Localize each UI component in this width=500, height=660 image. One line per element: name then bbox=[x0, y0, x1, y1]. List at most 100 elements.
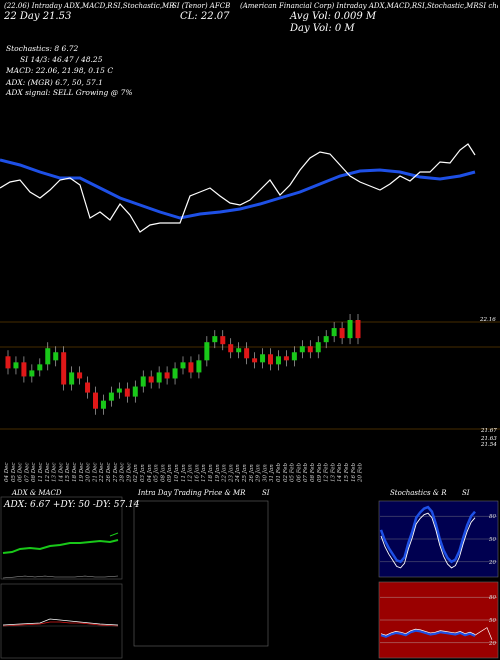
x-tick-label: 02 Jan bbox=[133, 464, 139, 482]
intraday-si-label: SI bbox=[262, 489, 270, 497]
moving-average-line bbox=[0, 158, 476, 220]
x-tick-label: 08 Feb bbox=[310, 462, 316, 482]
x-tick-label: 11 Jan bbox=[181, 464, 187, 482]
x-tick-label: 06 Dec bbox=[18, 463, 24, 483]
intraday-title: Intra Day Trading Price & MR bbox=[138, 489, 246, 497]
x-tick-label: 04 Jan bbox=[147, 464, 153, 482]
candle-body bbox=[116, 388, 122, 393]
close-price: CL: 22.07 bbox=[180, 11, 230, 22]
candle-body bbox=[164, 372, 170, 379]
candle-body bbox=[307, 346, 313, 353]
x-tick-label: 18 Jan bbox=[208, 464, 214, 482]
x-tick-label: 14 Feb bbox=[337, 462, 343, 482]
candle-body bbox=[5, 356, 11, 369]
candle-body bbox=[212, 336, 218, 343]
candle-body bbox=[268, 354, 273, 365]
x-tick-label: 11 Dec bbox=[38, 463, 44, 483]
macd-signal-line bbox=[2, 621, 119, 627]
x-tick-label: 08 Dec bbox=[31, 463, 37, 483]
x-tick-label: 12 Feb bbox=[324, 462, 330, 482]
price-trend-line bbox=[0, 143, 476, 233]
candle-body bbox=[299, 346, 305, 353]
x-tick-label: 07 Feb bbox=[303, 462, 309, 482]
candle-body bbox=[315, 342, 321, 353]
header-indicators: SI,Stochastic,MR bbox=[113, 2, 175, 10]
x-tick-label: 26 Jan bbox=[249, 464, 255, 483]
rsi-level-label: 50 bbox=[489, 618, 496, 624]
x-tick-label: 14 Dec bbox=[58, 463, 64, 483]
x-tick-label: 12 Jan bbox=[188, 464, 194, 482]
candle-body bbox=[124, 388, 130, 397]
x-tick-label: 19 Dec bbox=[79, 463, 85, 483]
stochastics-value: Stochastics: 8 6.72 bbox=[6, 44, 79, 53]
x-tick-label: 29 Dec bbox=[126, 463, 132, 484]
day-volume: Day Vol: 0 M bbox=[290, 23, 355, 34]
candle-body bbox=[347, 320, 353, 339]
candle-body bbox=[339, 328, 345, 339]
price-label-top: 22.16 bbox=[479, 317, 496, 323]
price-label-low1: 21.67 bbox=[480, 428, 497, 434]
candle-body bbox=[77, 372, 83, 379]
x-tick-label: 28 Dec bbox=[120, 463, 126, 484]
x-tick-label: 21 Dec bbox=[92, 463, 98, 484]
candle-body bbox=[244, 348, 250, 359]
stochastic-si-label: SI bbox=[462, 489, 470, 497]
x-tick-label: 05 Feb bbox=[290, 462, 296, 482]
x-tick-label: 22 Dec bbox=[99, 463, 105, 484]
adx-panel bbox=[0, 496, 123, 580]
candle-body bbox=[355, 320, 361, 339]
x-tick-label: 24 Jan bbox=[235, 464, 241, 483]
header-company: (American Financial Corp) Intraday ADX,M… bbox=[240, 2, 498, 10]
candle-body bbox=[252, 358, 258, 363]
x-tick-label: 20 Feb bbox=[358, 462, 364, 483]
x-tick-label: 16 Feb bbox=[351, 462, 357, 482]
candle-body bbox=[188, 362, 194, 373]
price-label-low3: 21.54 bbox=[480, 442, 497, 448]
x-tick-label: 12 Dec bbox=[45, 463, 51, 483]
candle-body bbox=[93, 392, 98, 409]
candle-body bbox=[108, 392, 114, 401]
candle-body bbox=[21, 362, 27, 377]
adx-macd-title: ADX & MACD bbox=[12, 489, 62, 497]
candle-body bbox=[53, 352, 59, 361]
x-tick-label: 31 Jan bbox=[269, 464, 275, 482]
x-tick-label: 05 Jan bbox=[154, 464, 160, 482]
candle-body bbox=[180, 362, 186, 369]
rsi-line bbox=[380, 629, 476, 638]
candle-body bbox=[156, 372, 162, 383]
candle-body bbox=[61, 352, 67, 385]
x-tick-label: 29 Jan bbox=[256, 464, 262, 483]
rsi-level-label: 20 bbox=[488, 641, 496, 647]
x-tick-label: 01 Feb bbox=[276, 462, 282, 482]
rsi-tail-segment bbox=[474, 627, 493, 640]
candle-body bbox=[13, 362, 19, 369]
si-value: SI 14/3: 46.47 / 48.25 bbox=[20, 55, 103, 64]
rsi-level-label: 80 bbox=[489, 595, 496, 601]
adx-plus-di-line bbox=[2, 539, 119, 554]
candle-body bbox=[331, 328, 337, 337]
intraday-panel bbox=[133, 500, 269, 647]
stochastic-k-line bbox=[379, 505, 476, 564]
x-tick-label: 06 Feb bbox=[296, 462, 302, 482]
x-tick-label: 08 Jan bbox=[160, 464, 166, 482]
candle-body bbox=[283, 356, 289, 361]
macd-panel bbox=[0, 583, 123, 659]
stochastic-d-line bbox=[380, 512, 476, 569]
x-tick-label: 03 Jan bbox=[140, 464, 146, 482]
candle-body bbox=[196, 360, 202, 373]
x-tick-label: 18 Dec bbox=[72, 463, 78, 483]
candle-body bbox=[291, 352, 297, 361]
candle-body bbox=[275, 356, 281, 365]
x-tick-label: 04 Dec bbox=[4, 463, 10, 483]
x-tick-label: 10 Jan bbox=[174, 464, 180, 482]
price-label-low2: 21.63 bbox=[480, 436, 497, 442]
adx-tail-segment bbox=[109, 532, 119, 537]
candle-body bbox=[220, 336, 226, 345]
x-tick-label: 23 Jan bbox=[228, 464, 234, 483]
candle-body bbox=[260, 354, 266, 363]
x-tick-label: 13 Dec bbox=[52, 463, 58, 483]
x-tick-label: 20 Dec bbox=[86, 463, 92, 484]
candle-body bbox=[228, 344, 234, 353]
x-tick-label: 26 Dec bbox=[106, 463, 112, 484]
